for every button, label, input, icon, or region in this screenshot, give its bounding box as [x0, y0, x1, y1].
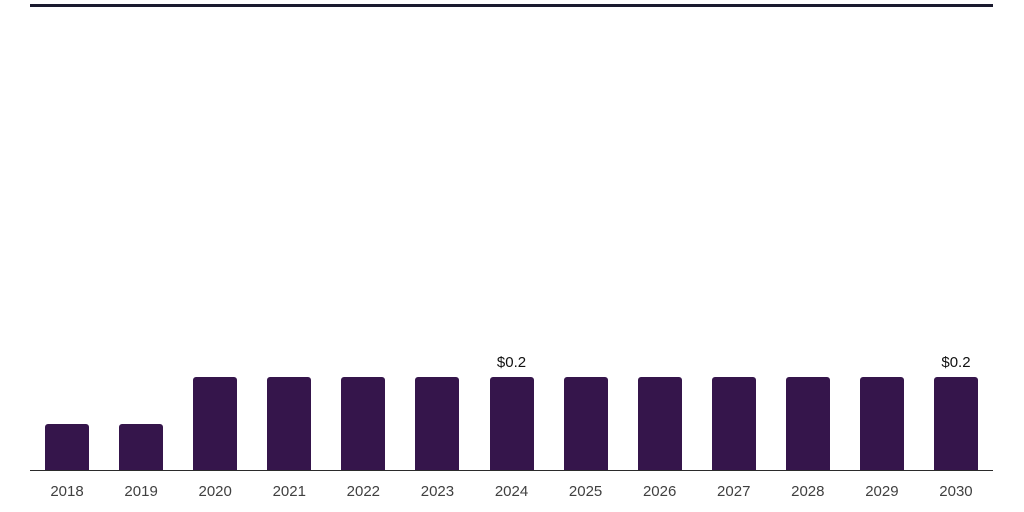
bar [45, 423, 90, 470]
bar [119, 423, 164, 470]
x-axis-tick-label: 2021 [272, 483, 306, 500]
bar-column: $0.2 [474, 7, 548, 470]
bar-value-label: $0.2 [496, 354, 527, 372]
bar-column [845, 7, 919, 470]
bar-column [400, 7, 474, 470]
bar-column [178, 7, 252, 470]
bar-column [30, 7, 104, 470]
bar [785, 377, 830, 470]
x-axis-tick-label: 2029 [865, 483, 899, 500]
bar [341, 377, 386, 470]
bar-column [252, 7, 326, 470]
plot-area: $0.2 $0.2 [30, 7, 993, 471]
bar [637, 377, 682, 470]
bar [563, 377, 608, 470]
bar-column [697, 7, 771, 470]
x-axis-tick-label: 2030 [939, 483, 973, 500]
x-axis-tick-label: 2019 [124, 483, 158, 500]
bar [489, 377, 534, 470]
bar-column [771, 7, 845, 470]
x-axis-tick-label: 2028 [791, 483, 825, 500]
x-axis-tick-label: 2023 [420, 483, 455, 500]
x-axis-tick-label: 2018 [50, 483, 84, 500]
bar-value-label: $0.2 [941, 354, 971, 372]
bar [859, 377, 904, 470]
bar [711, 377, 756, 470]
x-axis-tick-label: 2026 [642, 483, 677, 500]
bar-column [326, 7, 400, 470]
x-axis-tick-label: 2027 [717, 483, 751, 500]
bar [415, 377, 460, 470]
top-rule [30, 4, 993, 7]
bar [933, 377, 978, 470]
x-axis-tick-label: 2022 [346, 483, 381, 500]
bar-column: $0.2 [919, 7, 993, 470]
x-axis-tick-label: 2024 [494, 483, 529, 500]
bar-column [549, 7, 623, 470]
x-axis-tick-label: 2020 [198, 483, 232, 500]
bar [193, 377, 238, 470]
x-axis-row: 2018 2019 2020 2021 2022 2023 2024 2025 2026 2027… [30, 483, 993, 500]
x-axis-tick-label: 2025 [568, 483, 603, 500]
bar-column [104, 7, 178, 470]
bar [267, 377, 312, 470]
bar-column [623, 7, 697, 470]
